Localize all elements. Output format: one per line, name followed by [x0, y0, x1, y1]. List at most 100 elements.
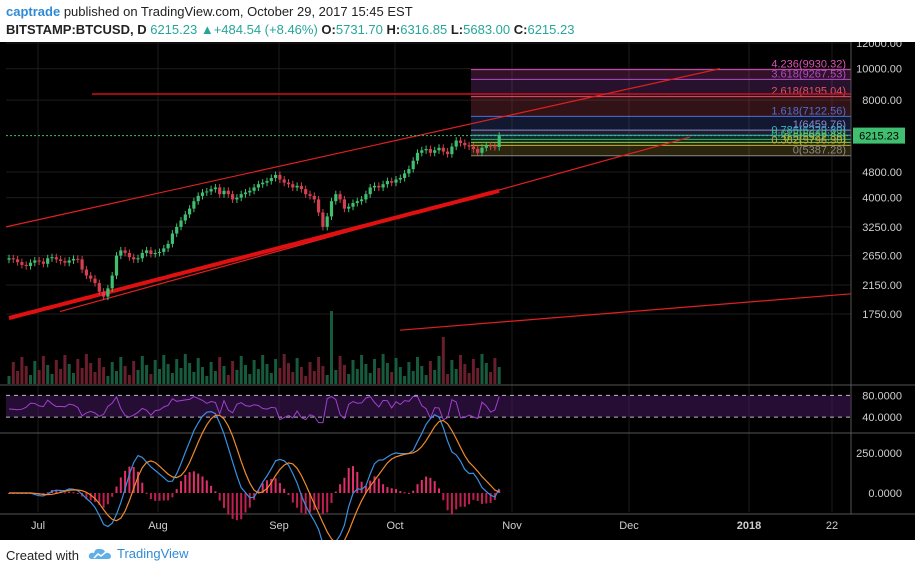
- candle-body: [54, 257, 58, 260]
- macd-histogram-bar: [390, 488, 393, 493]
- volume-bar: [265, 364, 269, 384]
- candle-body: [497, 135, 501, 148]
- candle-body: [424, 149, 428, 151]
- author-link[interactable]: captrade: [6, 4, 61, 19]
- candle-body: [351, 203, 355, 207]
- macd-histogram-bar: [472, 493, 475, 500]
- macd-histogram-bar: [197, 473, 200, 493]
- macd-histogram-bar: [205, 480, 208, 493]
- volume-bar: [67, 364, 71, 384]
- candle-body: [433, 150, 437, 153]
- candle-body: [136, 258, 140, 260]
- last-price: 6215.23: [150, 22, 198, 37]
- candle-body: [28, 262, 33, 267]
- macd-histogram-bar: [261, 483, 264, 493]
- volume-bar: [239, 356, 243, 384]
- rsi-line: [8, 395, 500, 424]
- time-axis-label: Jul: [31, 520, 45, 532]
- macd-histogram-bar: [218, 493, 221, 501]
- volume-bar: [93, 372, 97, 384]
- rsi-axis-label: 80.0000: [862, 390, 902, 402]
- macd-histogram-bar: [347, 468, 350, 493]
- candle-body: [372, 185, 377, 188]
- candle-body: [480, 147, 484, 153]
- candle-body: [24, 264, 28, 267]
- macd-histogram-bar: [158, 493, 161, 501]
- volume-bar: [403, 376, 407, 384]
- chart-area[interactable]: 4.236(9930.32) 3.618(9267.53) 2.618(8195.0…: [0, 38, 915, 553]
- candle-body: [274, 174, 278, 178]
- volume-bar: [145, 365, 149, 384]
- macd-histogram-bar: [119, 477, 122, 493]
- candle-body: [265, 181, 269, 183]
- price-axis-label: 2650.00: [862, 251, 902, 263]
- close-value: 6215.23: [527, 22, 575, 37]
- fib-level-label: 3.618(9267.53): [771, 68, 846, 80]
- volume-bar: [480, 354, 484, 384]
- volume-bar: [269, 373, 273, 384]
- volume-bar: [347, 374, 351, 384]
- candle-body: [213, 187, 217, 190]
- volume-bar: [351, 360, 355, 384]
- candle-body: [114, 255, 119, 276]
- volume-bar: [41, 356, 45, 384]
- candle-body: [441, 147, 445, 152]
- candle-body: [84, 269, 88, 276]
- price-axis-bg: [851, 42, 915, 514]
- candle-body: [420, 150, 424, 153]
- candle-body: [209, 189, 213, 192]
- candle-body: [282, 179, 286, 183]
- candle-body: [20, 262, 24, 265]
- volume-bar: [218, 357, 222, 384]
- volume-bar: [136, 370, 140, 384]
- candle-body: [132, 257, 136, 260]
- candle-body: [385, 181, 389, 185]
- candle-body: [269, 177, 273, 182]
- volume-bar: [287, 363, 290, 384]
- macd-histogram-bar: [382, 484, 385, 493]
- macd-histogram-bar: [459, 493, 462, 507]
- fib-zone: [471, 135, 851, 140]
- macd-histogram-bar: [106, 493, 109, 505]
- volume-bar: [441, 337, 445, 384]
- candle-body: [140, 252, 144, 259]
- volume-bar: [188, 363, 192, 384]
- volume-bar: [446, 374, 450, 384]
- fib-zone: [471, 145, 851, 156]
- candle-body: [205, 191, 209, 193]
- volume-bar: [123, 366, 127, 384]
- candle-body: [454, 140, 458, 147]
- volume-bar: [278, 368, 282, 384]
- macd-histogram-bar: [450, 493, 453, 515]
- candle-body: [291, 184, 295, 188]
- macd-histogram-bar: [386, 487, 389, 493]
- macd-histogram-bar: [244, 493, 247, 513]
- candle-body: [304, 189, 308, 195]
- candle-body: [347, 206, 351, 209]
- volume-bar: [454, 369, 458, 384]
- chart-svg[interactable]: 4.236(9930.32)3.618(9267.53) 2.618(8195.0…: [0, 38, 915, 553]
- candle-body: [458, 140, 463, 143]
- macd-histogram-bar: [72, 492, 75, 494]
- volume-bar: [355, 369, 359, 384]
- volume-bar: [463, 364, 467, 384]
- volume-bar: [312, 371, 316, 384]
- volume-bar: [377, 368, 381, 384]
- macd-histogram-bar: [180, 481, 182, 493]
- fib-level-label: 0.786(6229.89): [771, 124, 846, 136]
- price-axis-label: 2150.00: [862, 280, 902, 292]
- candle-body: [377, 185, 381, 188]
- volume-bar: [149, 374, 153, 384]
- macd-histogram-bar: [377, 478, 380, 493]
- volume-bar: [433, 370, 437, 384]
- open-label: O:: [321, 22, 336, 37]
- volume-bar: [119, 357, 123, 384]
- volume-bar: [261, 355, 265, 384]
- volume-bar: [364, 364, 368, 384]
- candle-body: [308, 194, 312, 196]
- macd-histogram-bar: [274, 478, 277, 493]
- tradingview-link[interactable]: TradingView: [88, 546, 189, 561]
- volume-bar: [411, 371, 415, 384]
- tradingview-cloud-icon: [88, 548, 111, 559]
- candle-body: [407, 169, 411, 174]
